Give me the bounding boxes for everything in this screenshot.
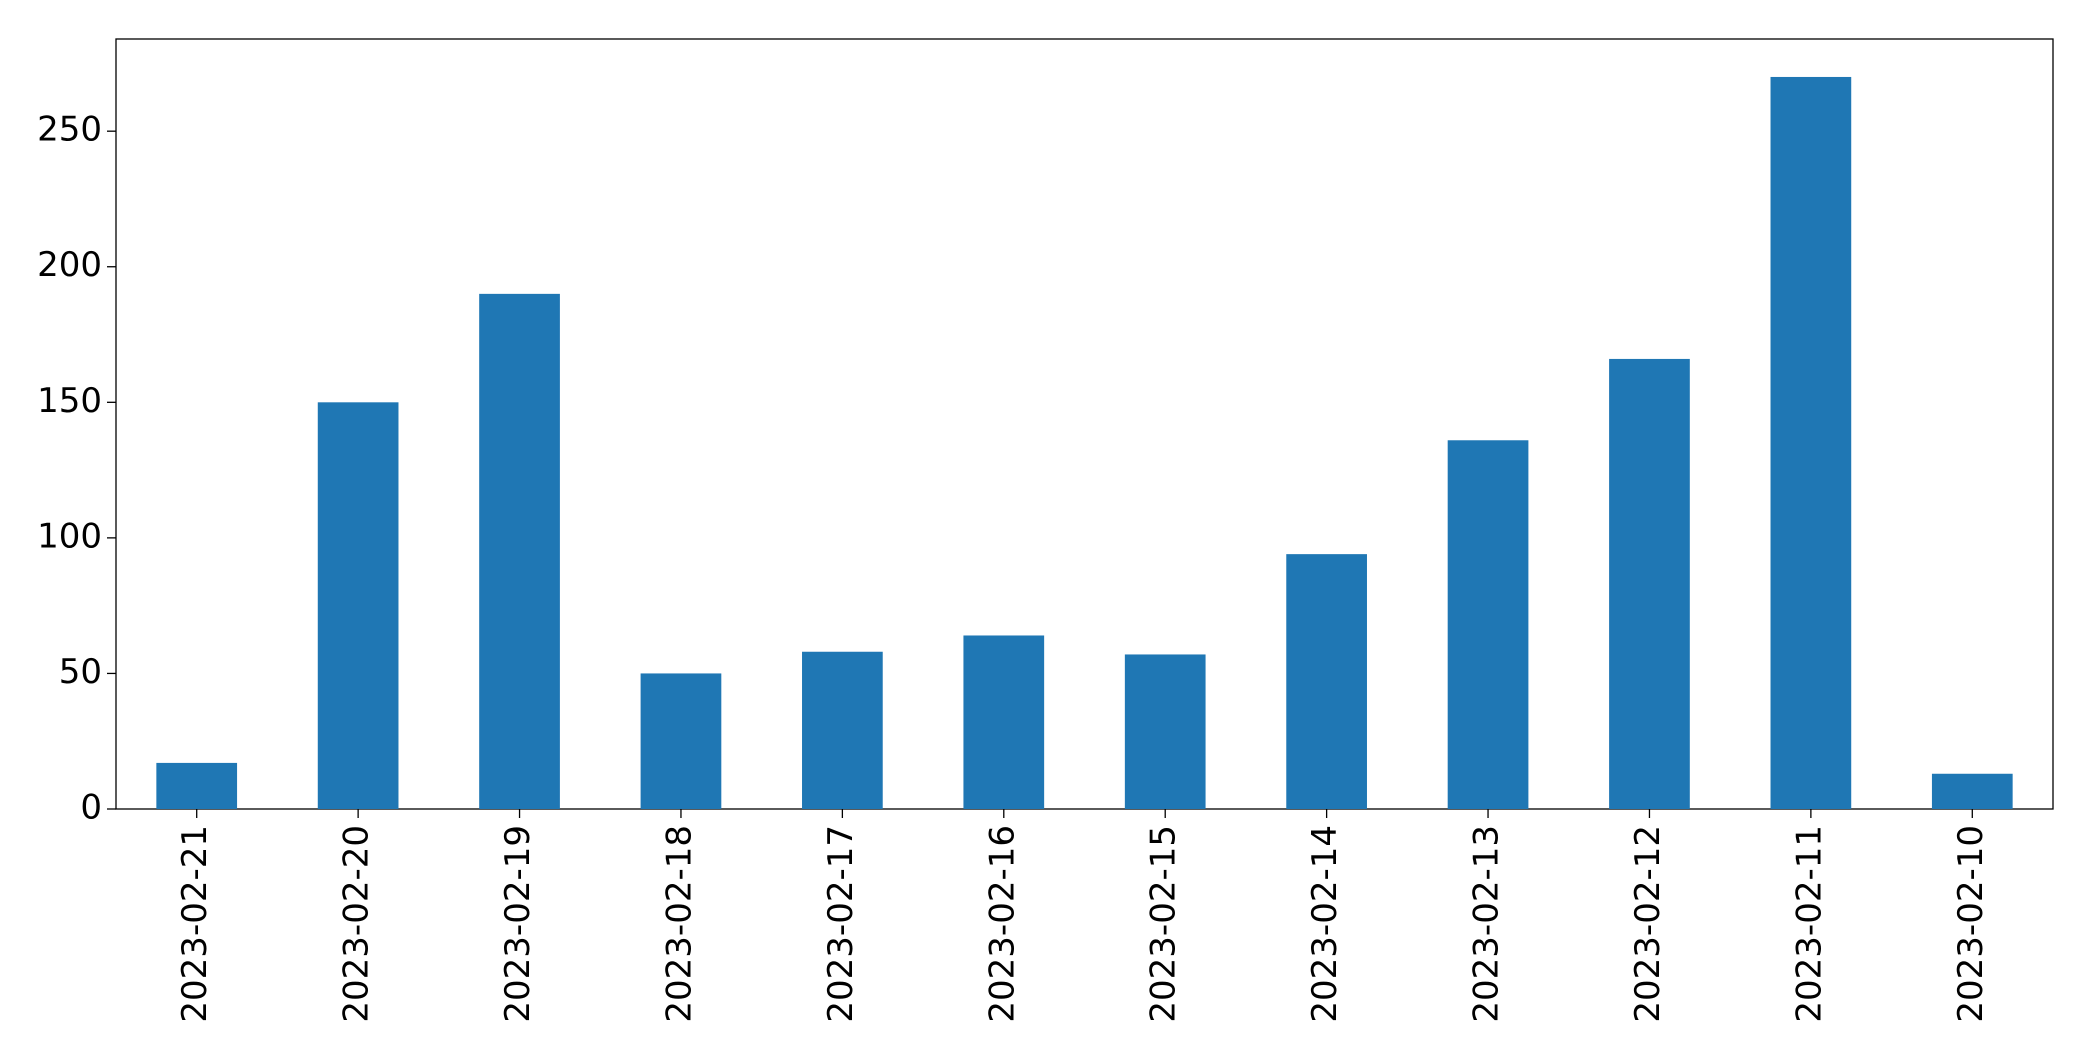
x-tick-label: 2023-02-19	[498, 825, 538, 1023]
bar	[156, 762, 238, 809]
y-tick-label: 250	[37, 110, 102, 150]
x-tick-label: 2023-02-14	[1305, 825, 1345, 1023]
bar	[1931, 773, 2013, 809]
bar	[1286, 554, 1367, 809]
y-tick-label: 100	[37, 516, 102, 556]
bar	[802, 651, 883, 809]
x-tick-label: 2023-02-15	[1144, 825, 1184, 1023]
bar	[479, 293, 560, 810]
plot-frame	[115, 38, 2054, 810]
x-tick-label: 2023-02-21	[175, 825, 215, 1023]
bar	[317, 402, 399, 809]
x-tick-label: 2023-02-17	[821, 825, 861, 1023]
y-tick-label: 0	[80, 788, 102, 828]
y-tick-label: 150	[37, 381, 102, 421]
y-tick-label: 50	[59, 652, 102, 692]
y-tick-label: 200	[37, 245, 102, 285]
bar	[963, 635, 1045, 809]
x-tick-label: 2023-02-13	[1467, 825, 1507, 1023]
x-tick-label: 2023-02-12	[1628, 825, 1668, 1023]
x-tick-label: 2023-02-18	[659, 825, 699, 1023]
bar	[640, 673, 722, 809]
bar	[1609, 358, 1690, 809]
x-tick-label: 2023-02-11	[1789, 825, 1829, 1023]
bar	[1770, 76, 1852, 809]
bar	[1124, 654, 1206, 809]
bar	[1447, 440, 1529, 809]
x-tick-label: 2023-02-16	[982, 825, 1022, 1023]
x-tick-label: 2023-02-20	[337, 825, 377, 1023]
x-tick-label: 2023-02-10	[1951, 825, 1991, 1023]
